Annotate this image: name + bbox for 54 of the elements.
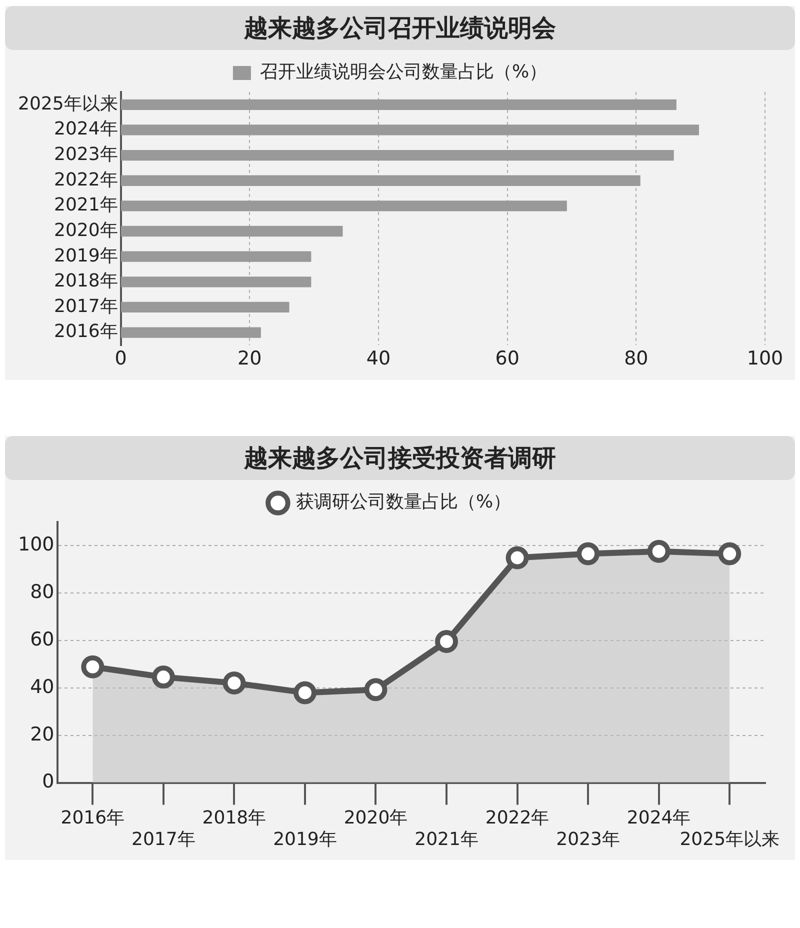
y-tick-label: 2022年: [54, 169, 118, 190]
chart-title: 越来越多公司接受投资者调研: [5, 436, 795, 480]
y-tick-label: 20: [30, 723, 54, 746]
x-tick-label: 2019年: [273, 828, 337, 850]
bar: [120, 99, 676, 110]
x-tick-label: 2017年: [132, 828, 196, 850]
point: [435, 630, 458, 653]
legend-label: 获调研公司数量占比（%）: [296, 492, 512, 513]
y-tick-label: 2021年: [54, 194, 118, 216]
x-tick-label: 2018年: [202, 807, 266, 828]
y-tick-label: 80: [30, 581, 54, 604]
bar: [120, 302, 290, 313]
point: [506, 546, 529, 570]
bar: [120, 276, 312, 288]
x-tick-label: 20: [238, 348, 262, 370]
x-tick-label: 2021年: [414, 828, 478, 850]
point: [576, 542, 600, 566]
point: [152, 666, 175, 689]
bar: [120, 175, 640, 186]
x-tick-label: 2022年: [485, 807, 550, 828]
bar: [120, 226, 343, 237]
y-tick-label: 2016年: [54, 321, 118, 342]
bar: [120, 200, 567, 212]
bar: [120, 327, 261, 338]
y-tick-label: 2018年: [54, 270, 118, 292]
y-tick-label: 100: [18, 534, 54, 556]
x-tick-label: 100: [746, 348, 784, 370]
y-tick-label: 2023年: [54, 144, 118, 165]
y-tick-label: 2017年: [54, 296, 118, 317]
x-tick-label: 2024年: [626, 807, 691, 828]
y-tick-label: 2024年: [54, 118, 118, 140]
bar: [120, 150, 674, 161]
bar: [120, 124, 699, 136]
y-tick-label: 0: [42, 770, 54, 793]
x-tick-label: 80: [624, 348, 648, 370]
x-tick-label: 40: [366, 348, 391, 370]
point: [718, 542, 742, 566]
y-tick-label: 60: [30, 628, 54, 650]
point: [81, 655, 104, 678]
point: [364, 678, 388, 702]
chart-title: 越来越多公司召开业绩说明会: [5, 6, 795, 50]
point: [293, 681, 316, 704]
bar: [120, 251, 312, 262]
point: [222, 671, 246, 694]
x-tick-label: 2020年: [344, 807, 408, 828]
x-tick-label: 2025年以来: [680, 828, 780, 850]
point: [647, 540, 670, 563]
y-tick-label: 40: [30, 676, 54, 698]
y-tick-label: 2020年: [54, 220, 118, 241]
x-tick-label: 60: [495, 348, 520, 370]
y-tick-label: 2025年以来: [18, 93, 118, 114]
y-tick-label: 2019年: [54, 245, 118, 266]
legend-label: 召开业绩说明会公司数量占比（%）: [260, 62, 548, 83]
x-tick-label: 2023年: [556, 828, 620, 850]
